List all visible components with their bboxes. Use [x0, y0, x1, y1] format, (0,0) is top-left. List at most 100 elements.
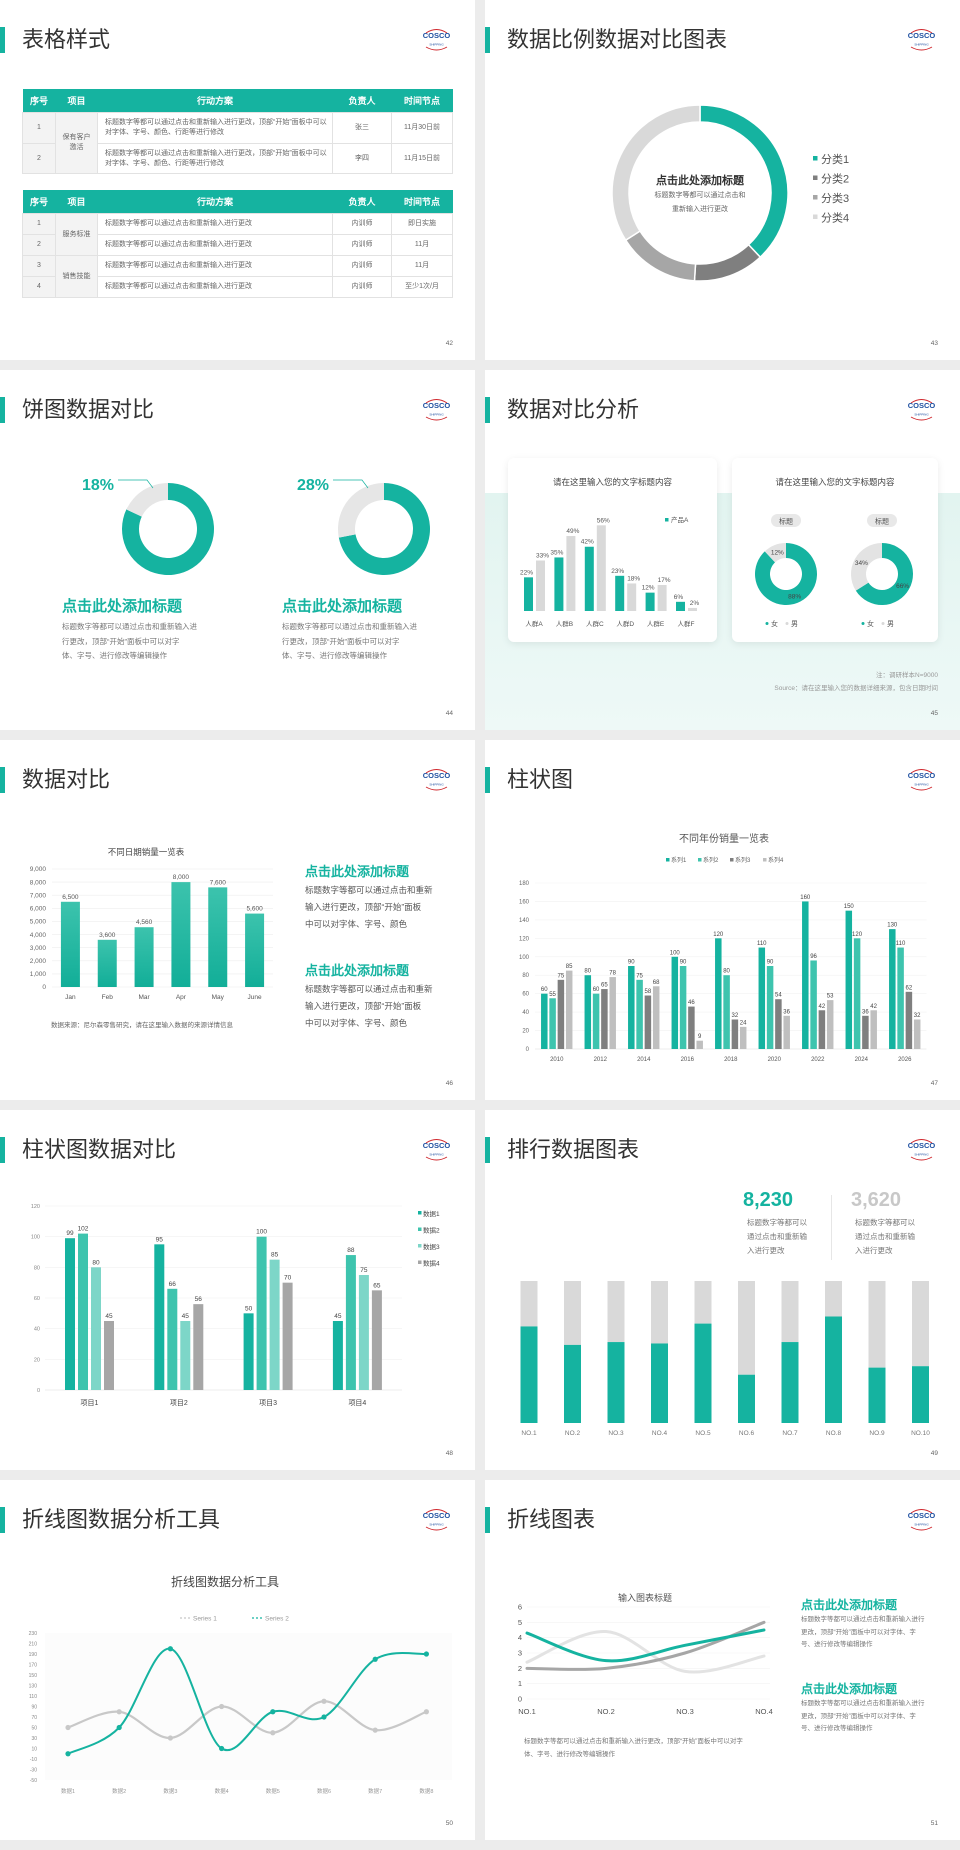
cosco-logo: COSCO SHIPPING — [423, 399, 450, 421]
bar — [802, 901, 809, 1049]
bar — [565, 970, 573, 1049]
title-accent-bar — [0, 27, 5, 53]
bar-value-label: 50 — [245, 1305, 253, 1312]
category-label: 人群C — [586, 619, 604, 628]
bar-value-label: 75 — [360, 1267, 368, 1274]
x-tick-label: NO.6 — [739, 1430, 755, 1437]
donut-highlight-slice — [338, 483, 384, 538]
data-point — [321, 1698, 327, 1704]
donut-main-slice — [121, 483, 214, 575]
x-tick-label: 项目1 — [81, 1399, 99, 1407]
legend-label: 分类1 — [821, 152, 849, 166]
donut-highlight-slice — [126, 483, 168, 517]
block-heading: 点击此处添加标题 — [282, 598, 403, 615]
plan-cell: 标题数字等都可以通过点击和重新输入进行更改 — [97, 255, 333, 277]
bar-value-label: 80 — [584, 969, 591, 975]
bar — [862, 1015, 869, 1049]
bar-value — [825, 1316, 842, 1423]
y-tick-label: 2,000 — [30, 958, 47, 965]
row-number: 3 — [22, 255, 56, 277]
bar — [897, 947, 904, 1049]
bar-value-label: 54 — [775, 993, 782, 999]
svg-text:COSCO: COSCO — [423, 31, 451, 40]
bar-value-label: 4,560 — [136, 919, 153, 926]
legend-label: Series 1 — [193, 1616, 217, 1623]
action-table-2: 序号 项目 行动方案 负责人 时间节点 1 服务标准 标题数字等都可以通过点击和… — [22, 190, 453, 298]
slide-46: 数据对比 COSCO SHIPPING 不同日期销量一览表 0 1,000 2,000 3… — [0, 740, 475, 1100]
y-tick-label: 20 — [34, 1357, 40, 1363]
time-cell: 11月 — [391, 234, 453, 256]
bar-value-label: 60 — [541, 987, 548, 993]
legend-label: 系列1 — [671, 856, 687, 864]
legend-label: Series 2 — [265, 1616, 289, 1623]
bar-value-label: 60 — [593, 987, 600, 993]
bar — [688, 1006, 695, 1049]
bar-value-label: 90 — [680, 960, 687, 966]
project-cell: 保有客户激活 — [55, 112, 98, 174]
table-row: 4 标题数字等都可以通过点击和重新输入进行更改 内训师 至少1次/月 — [22, 276, 453, 298]
text-line: 号、进行修改等编辑操作 — [801, 1641, 873, 1649]
legend-label: 男 — [791, 620, 798, 628]
title-pill — [867, 514, 897, 527]
bar-value-label: 75 — [636, 973, 643, 979]
bar-value-label: 53 — [827, 994, 834, 1000]
bar-value-label: 110 — [757, 941, 767, 947]
cosco-logo: COSCO SHIPPING — [908, 769, 935, 791]
bar-remainder — [564, 1281, 581, 1345]
x-tick-label: Apr — [176, 994, 187, 1001]
header-cell: 时间节点 — [391, 190, 453, 214]
bar-value-label: 80 — [723, 969, 730, 975]
x-tick-label: 数据3 — [163, 1787, 177, 1795]
bar — [104, 1321, 114, 1390]
page-number: 51 — [930, 1820, 938, 1827]
donut-slice-female — [755, 543, 817, 605]
text-line: 中可以对字体、字号、颜色 — [305, 1018, 408, 1028]
bar — [609, 977, 616, 1049]
bar-value-label: 90 — [767, 960, 774, 966]
bar-value — [607, 1342, 625, 1423]
bar-remainder — [520, 1281, 538, 1327]
svg-text:SHIPPING: SHIPPING — [914, 43, 929, 47]
x-tick-label: NO.1 — [518, 1707, 536, 1716]
slide-title: 表格样式 — [22, 27, 111, 52]
text-line: 标题数字等都可以通过点击和重新输入进行 — [801, 1616, 925, 1623]
text-line: 号、进行修改等编辑操作 — [801, 1725, 873, 1733]
legend-label: 数据1 — [423, 1209, 440, 1218]
header-cell: 负责人 — [332, 89, 392, 113]
plot-area — [45, 1633, 452, 1780]
bar-value-label: 56% — [597, 517, 610, 524]
owner-cell: 内训师 — [332, 213, 392, 235]
x-tick-label: 2024 — [855, 1057, 869, 1063]
slide-50: 折线图数据分析工具 COSCO SHIPPING 折线图数据分析工具 -50 -30 -… — [0, 1480, 475, 1840]
bar-value-label: 32 — [732, 1013, 739, 1019]
legend-label: 女 — [771, 619, 778, 628]
donut-slice-2 — [693, 243, 762, 282]
header-cell: 序号 — [22, 190, 56, 214]
donut-slice-4 — [611, 104, 701, 242]
y-tick-label: 1,000 — [30, 971, 47, 978]
bar-value — [564, 1344, 581, 1423]
x-tick-label: NO.2 — [597, 1707, 615, 1716]
bar — [810, 960, 817, 1049]
svg-text:COSCO: COSCO — [423, 1141, 451, 1150]
legend-label: 数据4 — [423, 1259, 440, 1268]
data-point — [423, 1709, 429, 1715]
legend-swatch — [813, 214, 818, 219]
x-tick-label: NO.10 — [911, 1430, 930, 1437]
y-tick-label: 5,000 — [30, 919, 47, 926]
bar — [97, 939, 117, 987]
slide-title: 柱状图数据对比 — [22, 1137, 177, 1162]
y-tick-label: 80 — [522, 973, 529, 979]
legend-label: 系列2 — [703, 856, 719, 864]
svg-text:SHIPPING: SHIPPING — [914, 783, 929, 787]
block-text: 标题数字等都可以通过点击和重新输入进 行更改，顶部“开始”面板中可以对字 体、字… — [62, 620, 197, 664]
data-point — [270, 1730, 276, 1736]
bar-value-label: 46 — [688, 1000, 695, 1006]
legend-swatch — [418, 1260, 422, 1264]
text-line: 标题数字等都可以通过点击和重新输入进 — [282, 622, 417, 631]
y-tick-label: 100 — [519, 955, 530, 961]
header-cell: 项目 — [55, 190, 98, 214]
cosco-logo: COSCO SHIPPING — [423, 1509, 450, 1531]
y-tick-label: 40 — [34, 1327, 40, 1333]
block-heading: 点击此处添加标题 — [801, 1682, 898, 1696]
